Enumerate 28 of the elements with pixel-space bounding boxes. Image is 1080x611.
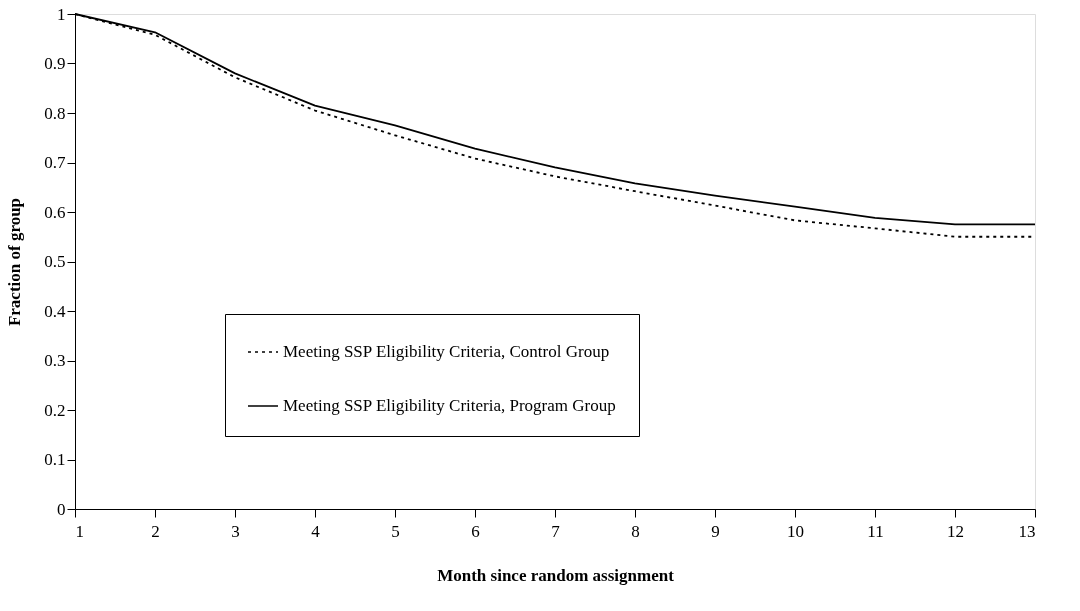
y-tick-label: 0.5	[44, 252, 66, 271]
y-tick-label: 0.3	[44, 351, 66, 370]
y-tick-label: 0	[57, 499, 66, 519]
y-axis-title: Fraction of group	[5, 197, 25, 327]
x-tick-label: 8	[631, 521, 640, 541]
x-tick-label: 6	[471, 521, 480, 541]
y-tick-label: 0.1	[44, 450, 66, 469]
x-tick-label: 10	[787, 521, 804, 541]
y-tick-label: 0.8	[44, 103, 66, 123]
x-tick-label: 11	[867, 521, 884, 541]
y-tick-label: 0.2	[44, 400, 66, 420]
x-tick-label: 13	[1018, 521, 1036, 541]
y-tick-label: 0.4	[44, 301, 66, 321]
x-tick-label: 12	[947, 521, 964, 541]
x-axis-title: Month since random assignment	[437, 565, 675, 585]
y-tick-label: 1	[57, 4, 66, 24]
legend-label: Meeting SSP Eligibility Criteria, Program Group	[283, 396, 616, 415]
x-tick-label: 3	[231, 521, 240, 541]
x-tick-label: 9	[711, 521, 720, 541]
legend-label: Meeting SSP Eligibility Criteria, Control Group	[283, 342, 610, 361]
x-tick-label: 5	[391, 521, 400, 541]
x-tick-label: 2	[151, 521, 160, 541]
y-tick-label: 0.6	[44, 202, 66, 222]
x-tick-label: 4	[311, 521, 321, 541]
x-tick-label: 7	[551, 521, 561, 541]
x-tick-label: 1	[75, 521, 84, 541]
y-tick-label: 0.7	[44, 153, 66, 172]
y-tick-label: 0.9	[44, 54, 66, 73]
